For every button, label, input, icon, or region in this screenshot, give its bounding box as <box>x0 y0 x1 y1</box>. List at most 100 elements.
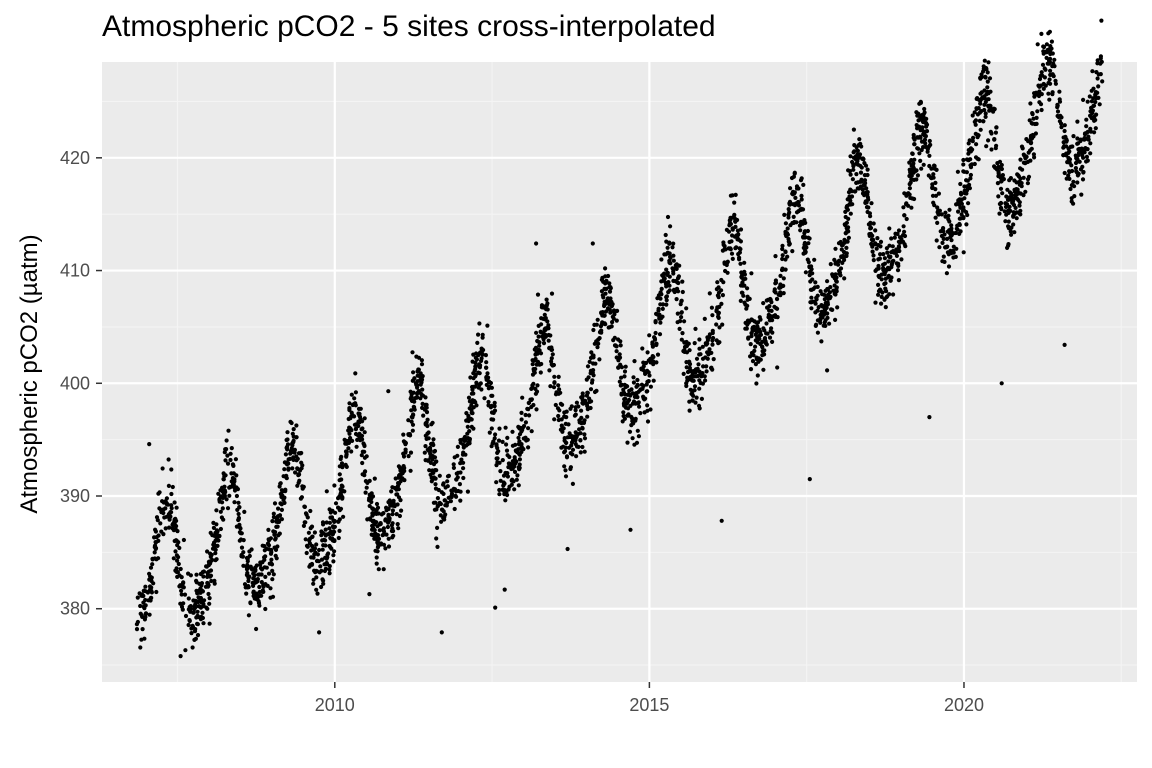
data-point <box>675 320 680 325</box>
data-point <box>767 335 773 340</box>
data-point <box>730 256 735 261</box>
data-point <box>1064 176 1069 181</box>
data-point <box>336 535 341 541</box>
data-point <box>854 161 859 166</box>
data-point <box>909 163 914 168</box>
data-point <box>394 511 399 517</box>
data-point <box>636 400 641 405</box>
data-point <box>820 292 825 297</box>
data-point <box>831 288 836 293</box>
data-point <box>698 352 703 357</box>
data-point <box>395 484 400 489</box>
data-point <box>333 501 339 506</box>
data-point <box>760 349 765 354</box>
data-point <box>200 604 205 609</box>
data-point <box>818 317 823 322</box>
data-point <box>223 458 228 463</box>
data-point <box>603 266 608 271</box>
data-point <box>411 404 416 409</box>
data-point <box>443 485 448 490</box>
data-point <box>768 296 773 302</box>
data-point <box>684 306 689 311</box>
data-point <box>968 172 974 178</box>
data-point <box>1011 214 1016 219</box>
data-point <box>970 139 975 144</box>
data-point <box>1074 170 1079 175</box>
data-point <box>799 197 804 202</box>
data-point <box>806 241 811 246</box>
data-point <box>891 292 896 297</box>
data-point <box>208 530 213 536</box>
data-point <box>972 110 977 115</box>
data-point <box>267 561 272 566</box>
data-point <box>707 347 712 352</box>
data-point <box>674 262 679 267</box>
data-point <box>630 401 636 406</box>
data-point <box>411 413 416 418</box>
data-point <box>138 645 143 650</box>
data-point <box>1079 192 1084 197</box>
data-point <box>702 374 707 379</box>
data-point <box>179 592 184 597</box>
data-point <box>1011 202 1017 208</box>
data-point <box>211 520 216 526</box>
data-point <box>398 498 403 503</box>
data-point <box>469 410 474 415</box>
data-point <box>1009 232 1014 237</box>
data-point <box>1046 80 1051 86</box>
data-point <box>588 387 594 392</box>
data-point <box>1012 189 1018 194</box>
data-point <box>606 273 611 279</box>
data-point <box>181 585 186 590</box>
data-point <box>435 496 440 501</box>
data-point <box>1095 58 1100 63</box>
data-point <box>530 362 535 367</box>
data-point <box>603 322 608 327</box>
data-point <box>331 559 336 564</box>
data-point <box>207 621 212 626</box>
data-point <box>622 403 627 408</box>
data-point <box>275 544 280 549</box>
data-point <box>761 301 766 306</box>
data-point <box>660 302 666 307</box>
data-point <box>570 447 576 452</box>
data-point <box>664 302 669 307</box>
data-point <box>476 385 481 390</box>
data-point <box>815 308 820 313</box>
data-point <box>943 210 948 215</box>
data-point <box>529 397 535 402</box>
data-point <box>644 382 649 387</box>
data-point <box>1100 79 1105 84</box>
data-point <box>722 260 727 265</box>
data-point <box>865 167 870 172</box>
data-point <box>907 173 912 179</box>
data-point <box>197 599 202 604</box>
data-point <box>663 281 669 287</box>
data-point <box>785 226 790 231</box>
data-point <box>864 205 870 210</box>
data-point <box>671 241 676 246</box>
data-point <box>512 455 517 460</box>
data-point <box>863 190 868 195</box>
data-point <box>568 465 574 470</box>
data-point <box>714 287 720 292</box>
data-point <box>512 469 518 474</box>
data-point <box>234 524 239 529</box>
data-point <box>496 449 501 454</box>
data-point <box>930 185 935 190</box>
data-point <box>328 535 333 541</box>
data-point <box>549 291 555 296</box>
data-point <box>883 276 888 281</box>
data-point <box>484 382 489 387</box>
data-point <box>927 138 932 144</box>
data-point <box>796 200 801 205</box>
data-point <box>783 249 788 254</box>
data-point <box>765 305 770 310</box>
data-point <box>828 262 833 267</box>
data-point <box>353 401 358 406</box>
data-point <box>680 279 685 284</box>
data-point <box>1091 86 1096 91</box>
data-point <box>183 648 188 653</box>
data-point <box>808 287 814 292</box>
data-point <box>848 211 853 216</box>
